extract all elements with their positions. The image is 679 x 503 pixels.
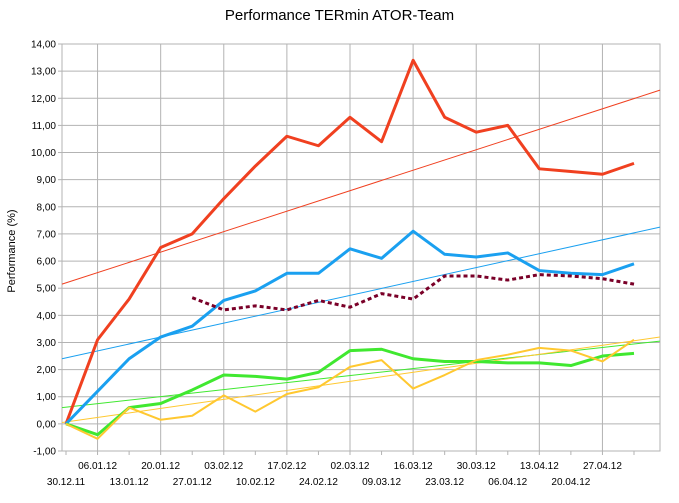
x-tick-label: 06.01.12 <box>78 461 117 472</box>
x-tick-label: 16.03.12 <box>394 461 433 472</box>
y-tick-label: 1,00 <box>37 392 57 403</box>
trend-line <box>61 340 661 409</box>
plot-frame <box>61 43 661 452</box>
x-tick-label: 24.02.12 <box>299 477 338 488</box>
series-line <box>65 347 635 437</box>
x-tick-label: 03.02.12 <box>204 461 243 472</box>
y-tick-label: -1,00 <box>33 447 56 458</box>
y-tick-label: 3,00 <box>37 338 57 349</box>
y-tick-label: 14,00 <box>31 40 56 51</box>
y-tick-label: 2,00 <box>37 365 57 376</box>
y-tick-label: 11,00 <box>32 121 57 132</box>
chart-title: Performance TERmin ATOR-Team <box>224 7 455 24</box>
y-tick-label: 6,00 <box>37 257 57 268</box>
trend-line <box>61 336 661 424</box>
y-tick-label: 7,00 <box>37 229 57 240</box>
x-tick-label: 09.03.12 <box>362 477 401 488</box>
x-tick-label: 20.01.12 <box>141 461 180 472</box>
x-tick-label: 23.03.12 <box>425 477 464 488</box>
y-tick-label: 5,00 <box>37 284 57 295</box>
x-tick-label: 20.04.12 <box>551 477 590 488</box>
series-line <box>64 229 635 425</box>
x-tick-label: 27.01.12 <box>173 477 212 488</box>
x-tick-label: 13.04.12 <box>520 461 559 472</box>
y-tick-label: 4,00 <box>37 311 57 322</box>
x-tick-label: 27.04.12 <box>583 461 622 472</box>
trend-line <box>61 89 661 285</box>
x-tick-label: 06.04.12 <box>488 477 527 488</box>
x-tick-label: 10.02.12 <box>236 477 275 488</box>
y-tick-label: 12,00 <box>31 94 56 105</box>
y-tick-label: 13,00 <box>31 67 56 78</box>
y-tick-label: 9,00 <box>37 175 57 186</box>
x-tick-label: 13.01.12 <box>110 477 149 488</box>
y-tick-label: 10,00 <box>31 148 56 159</box>
series-line <box>65 338 635 440</box>
series-line <box>64 58 635 425</box>
x-tick-label: 02.03.12 <box>331 461 370 472</box>
x-tick-label: 30.03.12 <box>457 461 496 472</box>
y-tick-label: 8,00 <box>37 202 57 213</box>
y-tick-label: 0,00 <box>37 419 57 430</box>
x-tick-label: 30.12.11 <box>47 477 86 488</box>
x-tick-label: 17.02.12 <box>267 461 306 472</box>
